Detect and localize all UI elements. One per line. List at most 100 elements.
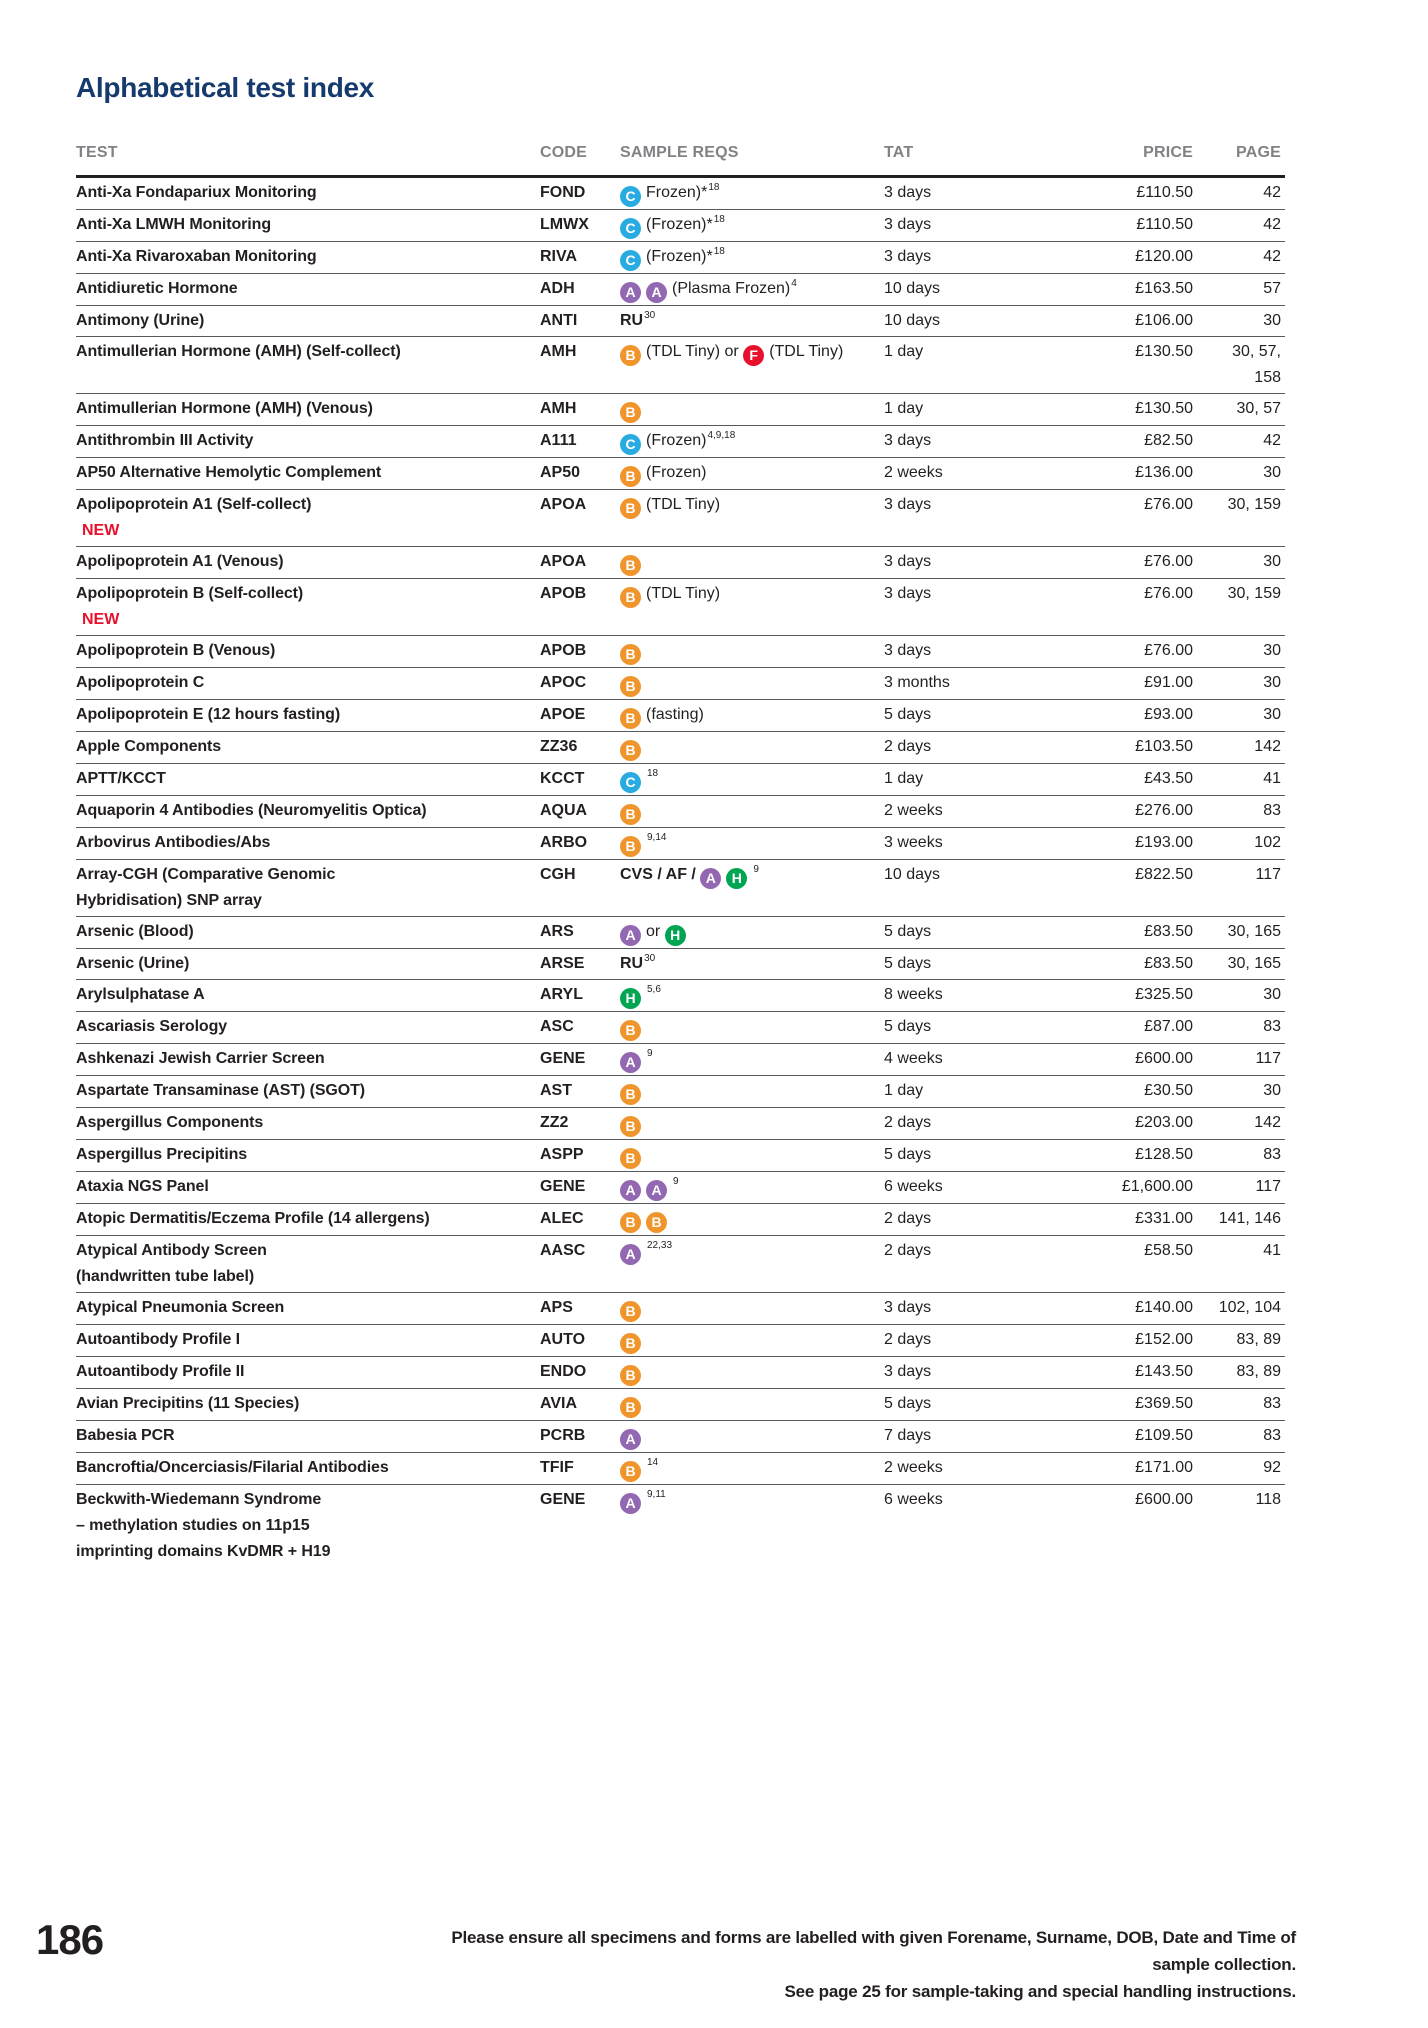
tat-cell: 6 weeks	[884, 1491, 943, 1508]
tat-cell: 3 days	[884, 432, 932, 449]
page-number: 186	[36, 1916, 104, 1963]
table-row: Ashkenazi Jewish Carrier Screen GENE A9 4 w…	[76, 1044, 1285, 1076]
test-name: Beckwith-Wiedemann Syndrome – methylatio…	[76, 1491, 331, 1560]
code-cell: ASPP	[540, 1146, 584, 1163]
code-cell: AMH	[540, 400, 577, 417]
tat-cell: 3 days	[884, 496, 932, 513]
tat-cell: 2 weeks	[884, 802, 943, 819]
price-cell: £331.00	[1135, 1210, 1193, 1227]
table-row: AP50 Alternative Hemolytic Complement AP5…	[76, 458, 1285, 490]
sample-req-footnote: 9	[753, 863, 759, 875]
code-cell: GENE	[540, 1178, 586, 1195]
sample-req-text: (TDL Tiny)	[646, 496, 721, 513]
new-badge: NEW	[82, 611, 120, 628]
test-cell: Atypical Pneumonia Screen	[76, 1295, 540, 1321]
tat-cell: 2 days	[884, 1210, 932, 1227]
sample-reqs-cell: B (TDL Tiny)	[620, 492, 884, 519]
code-cell: AVIA	[540, 1395, 578, 1412]
sample-reqs-cell: RU30	[620, 308, 884, 334]
sample-req-footnote: 18	[708, 181, 720, 193]
tat-cell: 7 days	[884, 1427, 932, 1444]
code-cell: GENE	[540, 1491, 586, 1508]
price-cell: £143.50	[1135, 1363, 1193, 1380]
test-cell: Apolipoprotein A1 (Self-collect) NEW	[76, 492, 540, 544]
code-cell: ENDO	[540, 1363, 587, 1380]
new-badge: NEW	[82, 522, 120, 539]
sample-reqs-cell: B	[620, 1110, 884, 1137]
price-cell: £93.00	[1144, 706, 1193, 723]
test-cell: Aspartate Transaminase (AST) (SGOT)	[76, 1078, 540, 1104]
price-cell: £128.50	[1135, 1146, 1193, 1163]
sample-req-icon: B	[620, 345, 641, 366]
page-ref-cell: 30	[1263, 986, 1281, 1003]
table-row: Apple Components ZZ36 B 2 days £103.50 142	[76, 732, 1285, 764]
page-ref-cell: 118	[1255, 1491, 1281, 1508]
table-row: Atopic Dermatitis/Eczema Profile (14 all…	[76, 1204, 1285, 1236]
tat-cell: 3 days	[884, 1299, 932, 1316]
sample-req-text: (Plasma Frozen)	[672, 280, 791, 297]
price-cell: £171.00	[1135, 1459, 1193, 1476]
test-cell: Anti-Xa Rivaroxaban Monitoring	[76, 244, 540, 270]
test-name: Babesia PCR	[76, 1427, 175, 1444]
test-cell: AP50 Alternative Hemolytic Complement	[76, 460, 540, 486]
test-cell: Beckwith-Wiedemann Syndrome – methylatio…	[76, 1487, 540, 1565]
sample-reqs-cell: A A (Plasma Frozen)4	[620, 276, 884, 303]
table-row: Antimony (Urine) ANTI RU30 10 days £106.00 30	[76, 306, 1285, 337]
page-ref-cell: 30	[1263, 706, 1281, 723]
table-row: Apolipoprotein E (12 hours fasting) APOE B…	[76, 700, 1285, 732]
page-ref-cell: 92	[1263, 1459, 1281, 1476]
sample-reqs-cell: B (TDL Tiny) or F (TDL Tiny)	[620, 339, 884, 366]
table-row: Antimullerian Hormone (AMH) (Venous) AMH B…	[76, 394, 1285, 426]
price-cell: £43.50	[1144, 770, 1193, 787]
tat-cell: 5 days	[884, 955, 932, 972]
code-cell: APOA	[540, 553, 587, 570]
sample-req-icon: A	[620, 282, 641, 303]
sample-req-text: RU	[620, 312, 644, 329]
code-cell: ALEC	[540, 1210, 584, 1227]
sample-req-text: (TDL Tiny)	[769, 343, 844, 360]
table-row: Arsenic (Urine) ARSE RU30 5 days £83.50 30, 1…	[76, 949, 1285, 980]
test-name: Avian Precipitins (11 Species)	[76, 1395, 300, 1412]
code-cell: KCCT	[540, 770, 585, 787]
tat-cell: 10 days	[884, 866, 941, 883]
code-cell: AMH	[540, 343, 577, 360]
test-cell: Apolipoprotein A1 (Venous)	[76, 549, 540, 575]
sample-req-icon: A	[620, 1244, 641, 1265]
page-ref-cell: 30, 165	[1227, 923, 1281, 940]
tat-cell: 3 days	[884, 216, 932, 233]
table-row: Apolipoprotein A1 (Self-collect) NEW APOA B…	[76, 490, 1285, 547]
code-cell: APOB	[540, 585, 587, 602]
page-ref-cell: 142	[1254, 738, 1281, 755]
sample-req-icon: F	[743, 345, 765, 366]
test-name: Antimullerian Hormone (AMH) (Self-collec…	[76, 343, 401, 360]
sample-req-icon: B	[620, 1148, 641, 1169]
tat-cell: 8 weeks	[884, 986, 943, 1003]
test-cell: Array-CGH (Comparative Genomic Hybridisa…	[76, 862, 540, 914]
table-row: Anti-Xa Rivaroxaban Monitoring RIVA C (Froz…	[76, 242, 1285, 274]
table-row: Antithrombin III Activity A111 C (Frozen)4,…	[76, 426, 1285, 458]
tat-cell: 10 days	[884, 312, 941, 329]
sample-req-text: (TDL Tiny)	[646, 585, 721, 602]
sample-req-text: (Frozen)	[646, 432, 707, 449]
price-cell: £76.00	[1144, 496, 1193, 513]
table-header-tat: TAT	[884, 144, 914, 161]
sample-reqs-cell: B (fasting)	[620, 702, 884, 729]
sample-reqs-cell: B	[620, 1295, 884, 1322]
sample-req-icon: B	[620, 1365, 641, 1386]
test-cell: Atopic Dermatitis/Eczema Profile (14 all…	[76, 1206, 540, 1232]
test-name: Aspergillus Components	[76, 1114, 264, 1131]
code-cell: PCRB	[540, 1427, 586, 1444]
price-cell: £103.50	[1135, 738, 1193, 755]
sample-req-icon: H	[726, 868, 748, 889]
page-ref-cell: 30, 57, 158	[1232, 343, 1281, 386]
price-cell: £152.00	[1135, 1331, 1193, 1348]
table-header-row: TEST CODE SAMPLE REQS TAT PRICE PAGE	[76, 140, 1285, 178]
sample-req-icon: B	[620, 1020, 641, 1041]
code-cell: APOC	[540, 674, 587, 691]
sample-reqs-cell: B 9,14	[620, 830, 884, 857]
code-cell: A111	[540, 432, 577, 449]
sample-reqs-cell: B	[620, 1327, 884, 1354]
table-row: Beckwith-Wiedemann Syndrome – methylatio…	[76, 1485, 1285, 1567]
price-cell: £600.00	[1135, 1050, 1193, 1067]
sample-reqs-cell: C (Frozen)*18	[620, 244, 884, 271]
